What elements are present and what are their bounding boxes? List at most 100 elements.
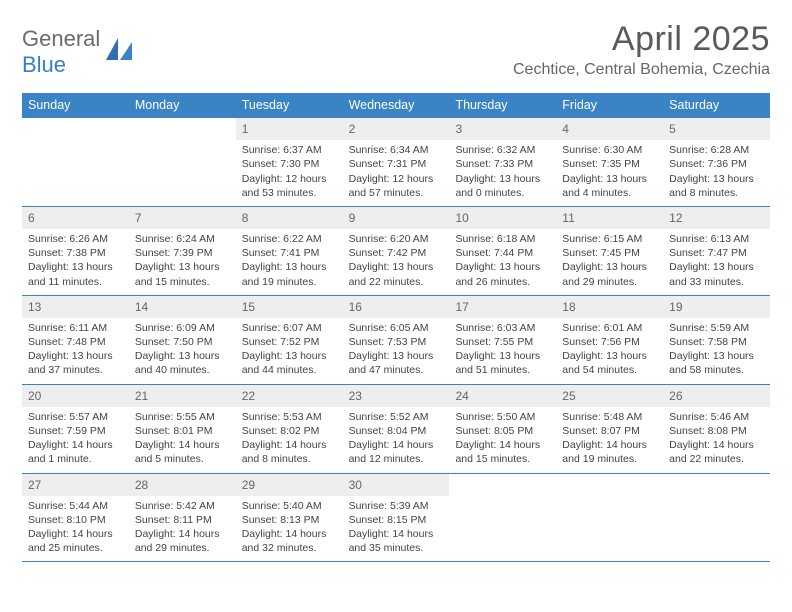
day-body: Sunrise: 6:20 AMSunset: 7:42 PMDaylight:… xyxy=(343,229,450,295)
sunset-text: Sunset: 8:04 PM xyxy=(349,424,444,438)
day-number: 24 xyxy=(449,385,556,407)
sunset-text: Sunset: 7:50 PM xyxy=(135,335,230,349)
sunrise-text: Sunrise: 6:34 AM xyxy=(349,143,444,157)
daylight-text: Daylight: 13 hours and 54 minutes. xyxy=(562,349,657,377)
day-cell: 15Sunrise: 6:07 AMSunset: 7:52 PMDayligh… xyxy=(236,296,343,384)
sunset-text: Sunset: 8:01 PM xyxy=(135,424,230,438)
daylight-text: Daylight: 13 hours and 33 minutes. xyxy=(669,260,764,288)
day-cell: 29Sunrise: 5:40 AMSunset: 8:13 PMDayligh… xyxy=(236,474,343,562)
day-cell: 13Sunrise: 6:11 AMSunset: 7:48 PMDayligh… xyxy=(22,296,129,384)
day-body: Sunrise: 5:44 AMSunset: 8:10 PMDaylight:… xyxy=(22,496,129,562)
daylight-text: Daylight: 13 hours and 40 minutes. xyxy=(135,349,230,377)
sunset-text: Sunset: 8:05 PM xyxy=(455,424,550,438)
day-cell: 1Sunrise: 6:37 AMSunset: 7:30 PMDaylight… xyxy=(236,118,343,206)
day-body: Sunrise: 5:59 AMSunset: 7:58 PMDaylight:… xyxy=(663,318,770,384)
day-number: 12 xyxy=(663,207,770,229)
brand-sail-icon xyxy=(104,36,134,67)
daylight-text: Daylight: 14 hours and 25 minutes. xyxy=(28,527,123,555)
sunset-text: Sunset: 8:11 PM xyxy=(135,513,230,527)
weekday-header: Friday xyxy=(556,93,663,118)
day-number: 23 xyxy=(343,385,450,407)
day-cell: 25Sunrise: 5:48 AMSunset: 8:07 PMDayligh… xyxy=(556,385,663,473)
brand-text-general: General xyxy=(22,26,100,51)
week-row: 13Sunrise: 6:11 AMSunset: 7:48 PMDayligh… xyxy=(22,296,770,385)
day-cell: 30Sunrise: 5:39 AMSunset: 8:15 PMDayligh… xyxy=(343,474,450,562)
day-number: 1 xyxy=(236,118,343,140)
daylight-text: Daylight: 13 hours and 37 minutes. xyxy=(28,349,123,377)
sunrise-text: Sunrise: 6:37 AM xyxy=(242,143,337,157)
sunset-text: Sunset: 7:33 PM xyxy=(455,157,550,171)
day-number: 22 xyxy=(236,385,343,407)
sunrise-text: Sunrise: 6:28 AM xyxy=(669,143,764,157)
day-number: 17 xyxy=(449,296,556,318)
weekday-header-row: SundayMondayTuesdayWednesdayThursdayFrid… xyxy=(22,93,770,118)
sunset-text: Sunset: 7:52 PM xyxy=(242,335,337,349)
weekday-header: Sunday xyxy=(22,93,129,118)
day-cell: 21Sunrise: 5:55 AMSunset: 8:01 PMDayligh… xyxy=(129,385,236,473)
sunrise-text: Sunrise: 5:59 AM xyxy=(669,321,764,335)
day-number: 8 xyxy=(236,207,343,229)
weekday-header: Thursday xyxy=(449,93,556,118)
weekday-header: Saturday xyxy=(663,93,770,118)
day-number: 27 xyxy=(22,474,129,496)
sunset-text: Sunset: 7:56 PM xyxy=(562,335,657,349)
day-body: Sunrise: 6:18 AMSunset: 7:44 PMDaylight:… xyxy=(449,229,556,295)
title-block: April 2025 Cechtice, Central Bohemia, Cz… xyxy=(513,20,770,79)
sunrise-text: Sunrise: 5:44 AM xyxy=(28,499,123,513)
day-cell: 23Sunrise: 5:52 AMSunset: 8:04 PMDayligh… xyxy=(343,385,450,473)
day-cell-empty xyxy=(663,474,770,562)
day-cell: 14Sunrise: 6:09 AMSunset: 7:50 PMDayligh… xyxy=(129,296,236,384)
day-number: 2 xyxy=(343,118,450,140)
daylight-text: Daylight: 13 hours and 19 minutes. xyxy=(242,260,337,288)
day-body: Sunrise: 6:32 AMSunset: 7:33 PMDaylight:… xyxy=(449,140,556,206)
day-number: 18 xyxy=(556,296,663,318)
day-cell: 3Sunrise: 6:32 AMSunset: 7:33 PMDaylight… xyxy=(449,118,556,206)
month-title: April 2025 xyxy=(513,20,770,59)
daylight-text: Daylight: 13 hours and 51 minutes. xyxy=(455,349,550,377)
week-row: 27Sunrise: 5:44 AMSunset: 8:10 PMDayligh… xyxy=(22,474,770,563)
day-body: Sunrise: 6:30 AMSunset: 7:35 PMDaylight:… xyxy=(556,140,663,206)
sunset-text: Sunset: 7:47 PM xyxy=(669,246,764,260)
sunrise-text: Sunrise: 6:13 AM xyxy=(669,232,764,246)
day-cell: 22Sunrise: 5:53 AMSunset: 8:02 PMDayligh… xyxy=(236,385,343,473)
day-cell: 19Sunrise: 5:59 AMSunset: 7:58 PMDayligh… xyxy=(663,296,770,384)
day-cell: 8Sunrise: 6:22 AMSunset: 7:41 PMDaylight… xyxy=(236,207,343,295)
weeks-container: 1Sunrise: 6:37 AMSunset: 7:30 PMDaylight… xyxy=(22,118,770,562)
day-cell: 7Sunrise: 6:24 AMSunset: 7:39 PMDaylight… xyxy=(129,207,236,295)
sunrise-text: Sunrise: 6:05 AM xyxy=(349,321,444,335)
day-cell: 20Sunrise: 5:57 AMSunset: 7:59 PMDayligh… xyxy=(22,385,129,473)
sunrise-text: Sunrise: 5:48 AM xyxy=(562,410,657,424)
daylight-text: Daylight: 14 hours and 19 minutes. xyxy=(562,438,657,466)
day-cell: 18Sunrise: 6:01 AMSunset: 7:56 PMDayligh… xyxy=(556,296,663,384)
calendar-page: General Blue April 2025 Cechtice, Centra… xyxy=(0,0,792,562)
daylight-text: Daylight: 13 hours and 8 minutes. xyxy=(669,172,764,200)
sunrise-text: Sunrise: 5:50 AM xyxy=(455,410,550,424)
daylight-text: Daylight: 14 hours and 1 minute. xyxy=(28,438,123,466)
day-body: Sunrise: 5:53 AMSunset: 8:02 PMDaylight:… xyxy=(236,407,343,473)
day-number: 5 xyxy=(663,118,770,140)
sunrise-text: Sunrise: 6:24 AM xyxy=(135,232,230,246)
sunrise-text: Sunrise: 6:15 AM xyxy=(562,232,657,246)
day-cell-empty xyxy=(449,474,556,562)
sunrise-text: Sunrise: 5:53 AM xyxy=(242,410,337,424)
day-body: Sunrise: 6:37 AMSunset: 7:30 PMDaylight:… xyxy=(236,140,343,206)
day-number: 28 xyxy=(129,474,236,496)
day-cell: 5Sunrise: 6:28 AMSunset: 7:36 PMDaylight… xyxy=(663,118,770,206)
sunrise-text: Sunrise: 5:46 AM xyxy=(669,410,764,424)
day-number: 19 xyxy=(663,296,770,318)
sunset-text: Sunset: 7:30 PM xyxy=(242,157,337,171)
day-body: Sunrise: 6:07 AMSunset: 7:52 PMDaylight:… xyxy=(236,318,343,384)
day-body: Sunrise: 6:28 AMSunset: 7:36 PMDaylight:… xyxy=(663,140,770,206)
daylight-text: Daylight: 13 hours and 0 minutes. xyxy=(455,172,550,200)
daylight-text: Daylight: 13 hours and 22 minutes. xyxy=(349,260,444,288)
brand-logo: General Blue xyxy=(22,26,134,78)
day-body: Sunrise: 5:55 AMSunset: 8:01 PMDaylight:… xyxy=(129,407,236,473)
page-header: General Blue April 2025 Cechtice, Centra… xyxy=(22,20,770,79)
daylight-text: Daylight: 13 hours and 4 minutes. xyxy=(562,172,657,200)
sunset-text: Sunset: 7:53 PM xyxy=(349,335,444,349)
week-row: 1Sunrise: 6:37 AMSunset: 7:30 PMDaylight… xyxy=(22,118,770,207)
sunset-text: Sunset: 8:02 PM xyxy=(242,424,337,438)
sunset-text: Sunset: 8:15 PM xyxy=(349,513,444,527)
day-number: 11 xyxy=(556,207,663,229)
day-cell-empty xyxy=(556,474,663,562)
